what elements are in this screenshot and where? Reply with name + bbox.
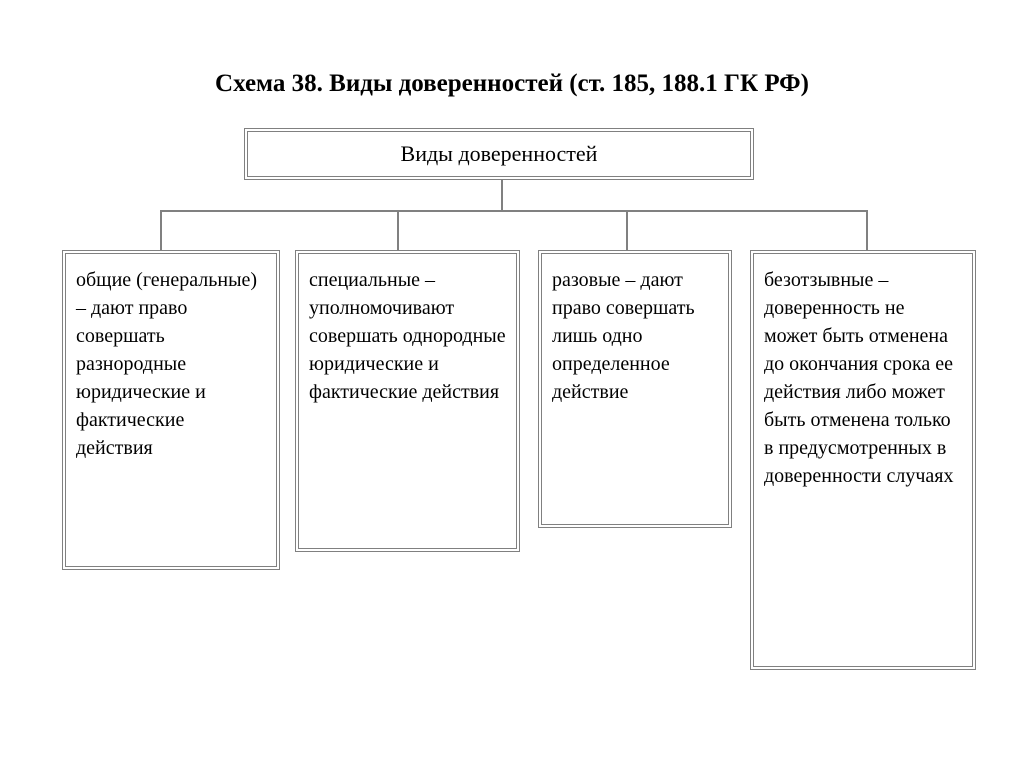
connector-child-3 [626, 210, 628, 250]
connector-child-4 [866, 210, 868, 250]
child-node-general: общие (генеральные) – дают право соверша… [62, 250, 280, 570]
child-node-text: безотзывные – доверенность не может быть… [764, 269, 953, 487]
connector-root-stem [501, 180, 503, 210]
diagram-title: Схема 38. Виды доверенностей (ст. 185, 1… [0, 0, 1024, 128]
root-node: Виды доверенностей [244, 128, 754, 180]
child-node-onetime: разовые – дают право совершать лишь одно… [538, 250, 732, 528]
child-node-special: специальные – уполномочива­ют совершать … [295, 250, 520, 552]
connector-child-1 [160, 210, 162, 250]
child-node-text: специальные – уполномочива­ют совершать … [309, 269, 506, 403]
child-node-irrevocable: безотзывные – доверенность не может быть… [750, 250, 976, 670]
root-node-label: Виды доверенностей [401, 141, 598, 167]
connector-child-2 [397, 210, 399, 250]
child-node-text: разовые – дают право совершать лишь одно… [552, 269, 695, 403]
connector-horizontal-bar [160, 210, 868, 212]
child-node-text: общие (генеральные) – дают право соверша… [76, 269, 257, 459]
